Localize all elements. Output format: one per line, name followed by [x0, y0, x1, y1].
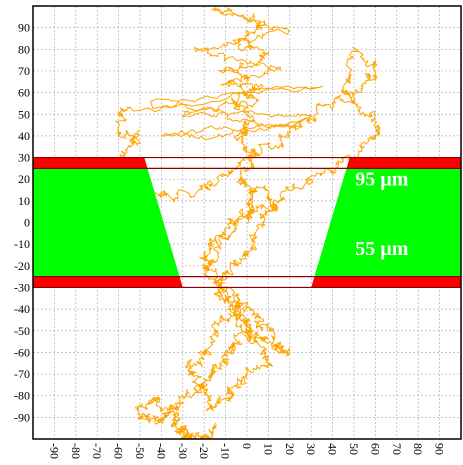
- x-tick-label: -70: [90, 443, 104, 459]
- x-tick-label: -80: [69, 443, 83, 459]
- y-tick-label: 70: [18, 64, 30, 78]
- annotation-label: 95 µm: [355, 169, 409, 191]
- x-tick-label: -10: [219, 443, 233, 459]
- y-tick-label: 0: [24, 216, 30, 230]
- membrane-right: [314, 168, 461, 277]
- y-tick-label: -80: [14, 389, 30, 403]
- x-tick-labels: -90 -80 -70 -60 -50 -40 -30 -20 -10 0 10 20 30 40 50 60…: [47, 443, 446, 459]
- y-tick-label: 40: [18, 129, 30, 143]
- membrane-left: [33, 168, 180, 277]
- x-tick-label: -90: [47, 443, 61, 459]
- boundary-band: [33, 276, 183, 288]
- x-tick-label: -60: [112, 443, 126, 459]
- boundary-lines: [33, 156, 461, 289]
- boundary-band: [33, 157, 148, 169]
- y-tick-label: 60: [18, 86, 30, 100]
- y-tick-label: -90: [14, 410, 30, 424]
- y-tick-label: 80: [18, 42, 30, 56]
- x-tick-label: 50: [347, 443, 361, 455]
- trajectory-line: [112, 6, 381, 440]
- y-tick-label: 50: [18, 107, 30, 121]
- y-tick-labels: 90 80 70 60 50 40 30 20 10 0 -10 -20 -30 -40 -50 -60 -70…: [14, 21, 30, 425]
- x-tick-label: 40: [326, 443, 340, 455]
- boundary-band: [346, 157, 461, 169]
- y-tick-label: -20: [14, 259, 30, 273]
- trajectory-layer: [112, 6, 381, 440]
- x-tick-label: 10: [261, 443, 275, 455]
- x-tick-label: -30: [176, 443, 190, 459]
- x-tick-label: 70: [390, 443, 404, 455]
- x-tick-label: 60: [368, 443, 382, 455]
- boundary-band: [311, 276, 461, 288]
- y-tick-label: -10: [14, 237, 30, 251]
- x-tick-label: 0: [240, 443, 254, 449]
- y-tick-label: -40: [14, 302, 30, 316]
- y-tick-label: 30: [18, 151, 30, 165]
- membrane-layer: [33, 157, 461, 288]
- y-tick-label: -30: [14, 280, 30, 294]
- x-tick-label: -50: [133, 443, 147, 459]
- x-tick-label: -20: [197, 443, 211, 459]
- annotation-label: 55 µm: [355, 238, 409, 260]
- x-tick-label: 20: [283, 443, 297, 455]
- annotations: 95 µm 55 µm: [355, 169, 409, 260]
- x-tick-label: -40: [154, 443, 168, 459]
- y-tick-label: -60: [14, 345, 30, 359]
- x-tick-label: 30: [304, 443, 318, 455]
- y-tick-label: 20: [18, 172, 30, 186]
- plot-frame: [32, 5, 462, 440]
- x-tick-label: 90: [433, 443, 447, 455]
- y-tick-label: -70: [14, 367, 30, 381]
- y-tick-label: 90: [18, 21, 30, 35]
- y-tick-label: -50: [14, 324, 30, 338]
- y-tick-label: 10: [18, 194, 30, 208]
- x-tick-label: 80: [411, 443, 425, 455]
